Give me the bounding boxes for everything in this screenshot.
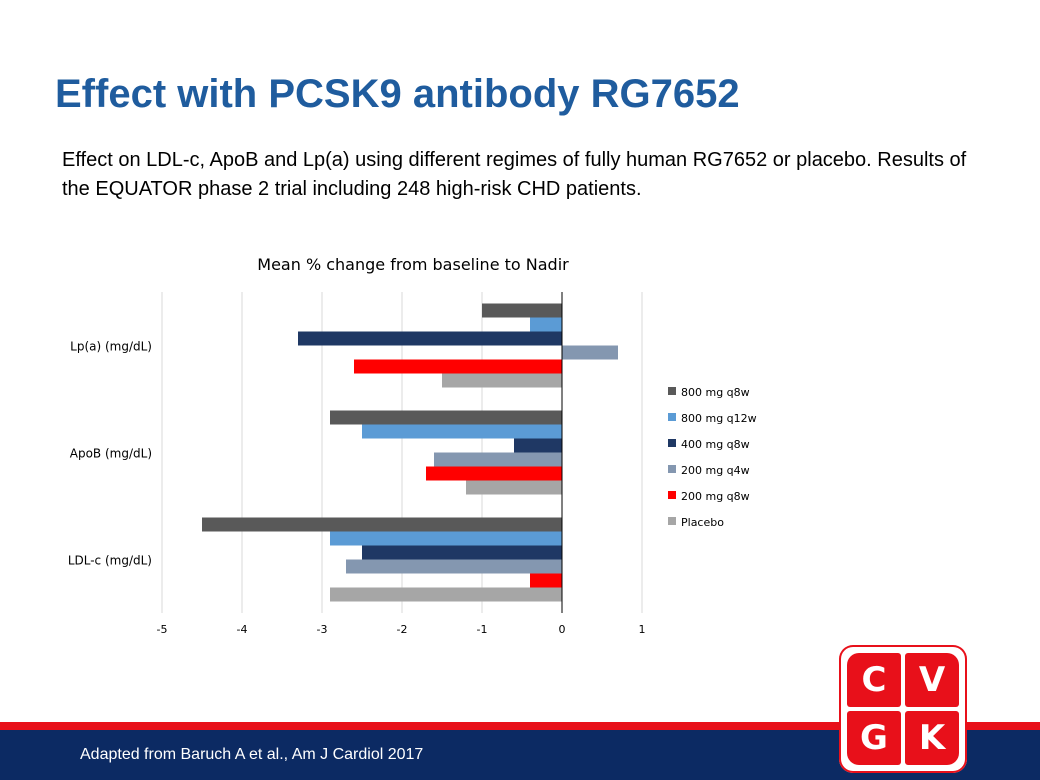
slide-subtitle: Effect on LDL-c, ApoB and Lp(a) using di… <box>62 149 967 200</box>
bar <box>482 303 562 318</box>
bar <box>330 587 562 602</box>
bar <box>362 424 562 439</box>
x-tick-label: -4 <box>237 623 248 636</box>
bar <box>442 373 562 388</box>
footer-citation: Adapted from Baruch A et al., Am J Cardi… <box>80 746 424 763</box>
legend-swatch <box>668 517 676 525</box>
x-tick-label: -1 <box>477 623 488 636</box>
bar <box>362 545 562 560</box>
x-tick-label: 1 <box>639 623 646 636</box>
legend-swatch <box>668 465 676 473</box>
legend-swatch <box>668 491 676 499</box>
bar <box>426 466 562 481</box>
legend-label: 800 mg q8w <box>681 386 750 399</box>
logo-letter: K <box>905 711 959 765</box>
category-label: Lp(a) (mg/dL) <box>70 340 152 354</box>
bar <box>434 452 562 467</box>
bar <box>530 573 562 588</box>
bar <box>354 359 562 374</box>
chart-bars <box>202 303 618 602</box>
legend-swatch <box>668 413 676 421</box>
bar <box>202 517 562 532</box>
legend-label: 800 mg q12w <box>681 412 757 425</box>
legend-label: 200 mg q4w <box>681 464 750 477</box>
bar <box>298 331 562 346</box>
bar <box>330 531 562 546</box>
legend-label: 400 mg q8w <box>681 438 750 451</box>
x-tick-label: -5 <box>157 623 168 636</box>
chart-axes: -5 -4 -3 -2 -1 0 1 LDL-c (mg/dL) ApoB (mg/dL) Lp(… <box>68 292 646 636</box>
chart-legend: 800 mg q8w 800 mg q12w 400 mg q8w 200 mg q4… <box>668 386 757 529</box>
x-tick-label: -3 <box>317 623 328 636</box>
legend-swatch <box>668 387 676 395</box>
chart-title: Mean % change from baseline to Nadir <box>257 255 569 274</box>
legend-label: Placebo <box>681 516 724 529</box>
cvgk-logo: C V G K <box>839 645 967 773</box>
bar <box>530 317 562 332</box>
bar-chart: Mean % change from baseline to Nadir -5-… <box>68 255 757 636</box>
x-tick-label: -2 <box>397 623 408 636</box>
bar <box>330 410 562 425</box>
category-label: LDL-c (mg/dL) <box>68 554 152 568</box>
bar <box>514 438 562 453</box>
legend-label: 200 mg q8w <box>681 490 750 503</box>
legend-swatch <box>668 439 676 447</box>
logo-letter: C <box>847 653 901 707</box>
bar <box>466 480 562 495</box>
logo-letter: G <box>847 711 901 765</box>
x-tick-label: 0 <box>559 623 566 636</box>
bar <box>562 345 618 360</box>
slide-title: Effect with PCSK9 antibody RG7652 <box>55 72 740 116</box>
category-label: ApoB (mg/dL) <box>70 447 152 461</box>
bar <box>346 559 562 574</box>
logo-letter: V <box>905 653 959 707</box>
footer-accent-stripe <box>0 722 1040 730</box>
